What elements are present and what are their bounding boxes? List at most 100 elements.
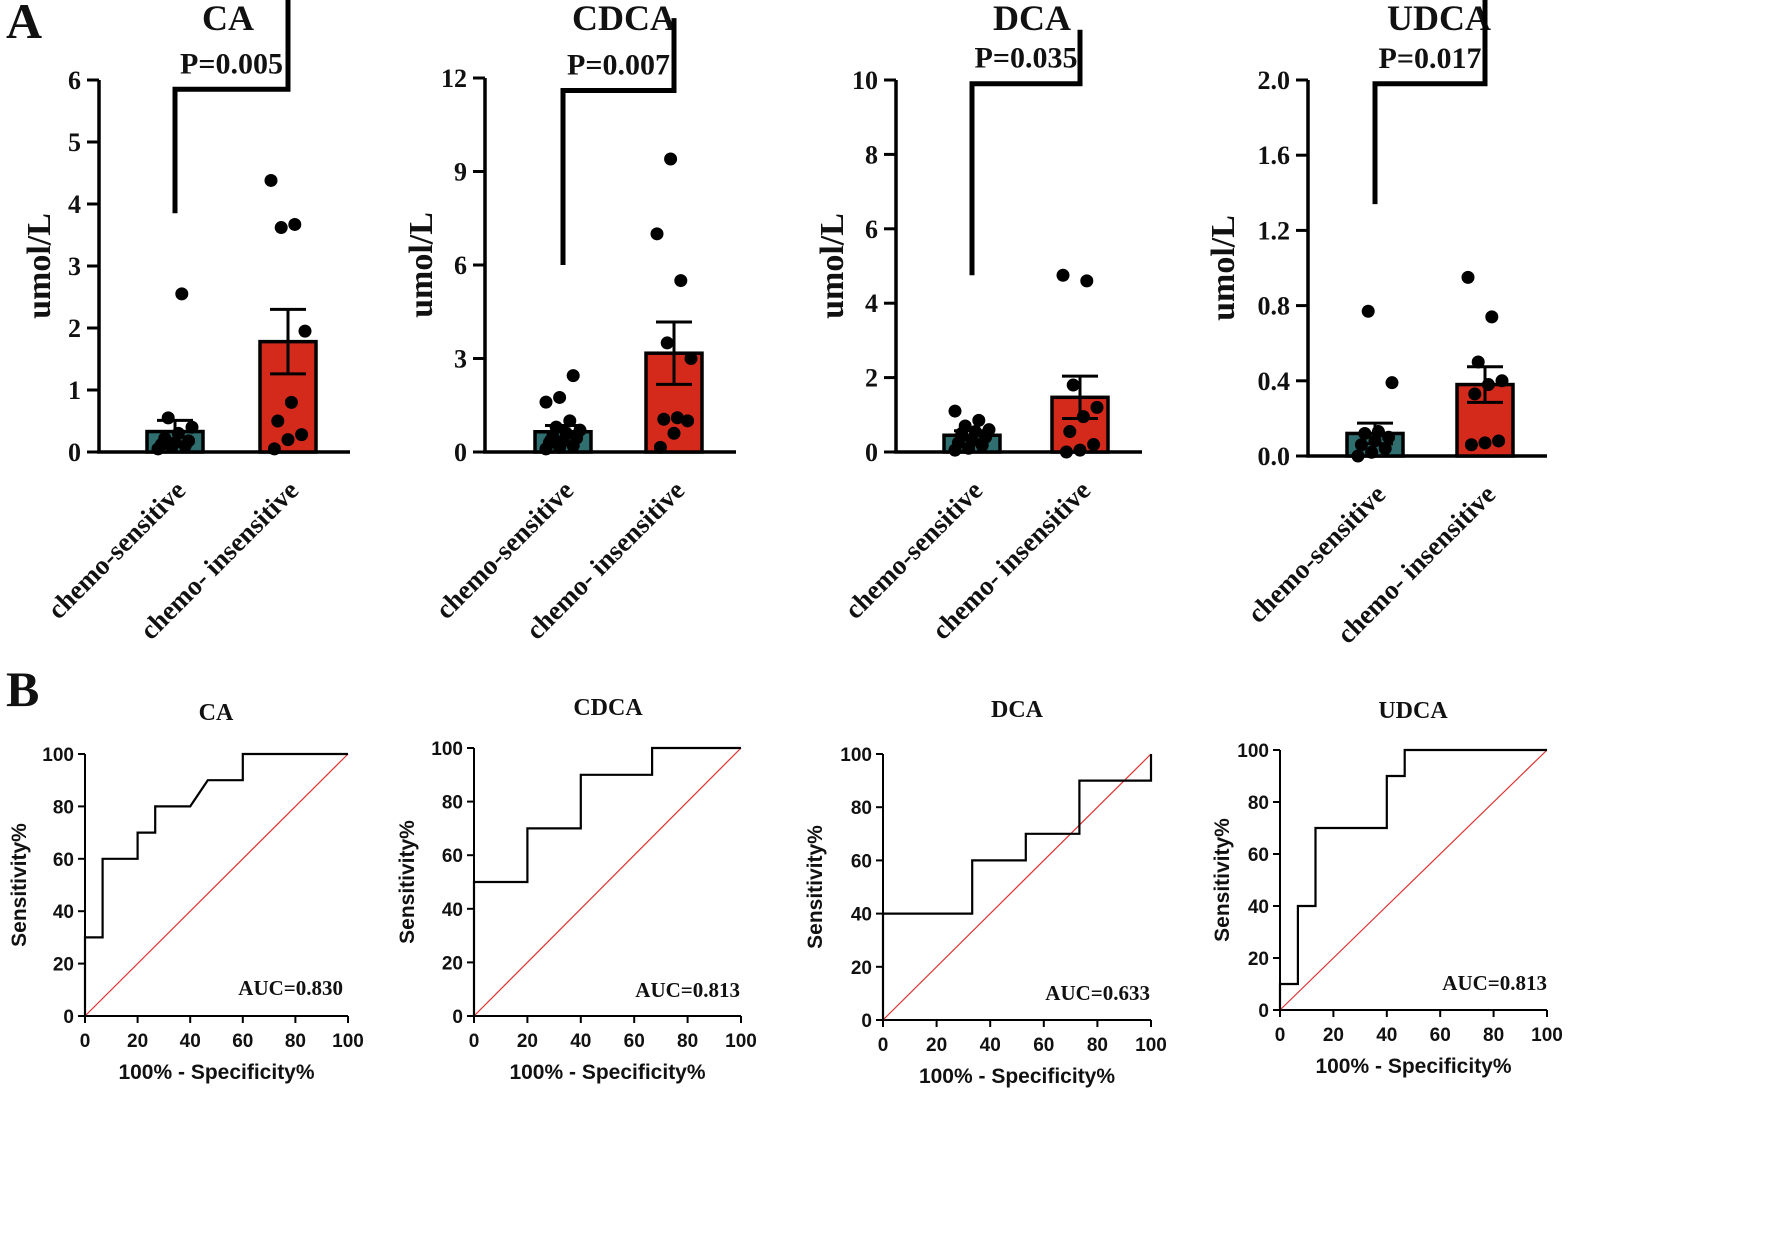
data-point <box>1076 410 1090 424</box>
y-tick-label: 100 <box>431 739 463 760</box>
y-tick-label: 0.4 <box>1258 367 1291 396</box>
data-point <box>1090 400 1104 414</box>
data-point <box>670 411 684 425</box>
reference-diagonal <box>84 753 349 1017</box>
y-tick-label: 60 <box>851 851 872 872</box>
data-point <box>539 395 553 409</box>
data-point <box>264 173 278 187</box>
data-point <box>288 217 302 231</box>
data-point <box>650 227 664 241</box>
x-tick-label: 0 <box>469 1031 480 1052</box>
y-axis-label: Sensitivity% <box>804 825 827 949</box>
data-point <box>175 287 189 301</box>
x-tick-label: 20 <box>1323 1025 1344 1046</box>
x-tick-label: 80 <box>1483 1025 1504 1046</box>
y-tick-label: 0 <box>454 438 467 467</box>
significance-bracket <box>1372 0 1488 205</box>
chart-title: DCA <box>991 697 1044 723</box>
y-tick-label: 2 <box>68 314 81 343</box>
y-tick-label: 10 <box>852 66 878 95</box>
reference-diagonal <box>1279 749 1548 1011</box>
data-point <box>563 414 577 428</box>
y-tick-label: 0 <box>861 1011 872 1032</box>
data-point <box>684 352 698 365</box>
data-point <box>171 426 185 440</box>
data-point <box>281 433 295 447</box>
data-point <box>182 434 196 448</box>
roc-chart-cdca: CDCA 0 20 40 60 80 100 0 20 40 60 80 100 100% - Speci… <box>396 695 757 1084</box>
y-tick-label: 0 <box>63 1007 74 1028</box>
roc-chart-udca: UDCA 0 20 40 60 80 100 0 20 40 60 80 100 100% - Speci… <box>1211 698 1563 1078</box>
data-point <box>1461 270 1475 284</box>
x-tick-label: 80 <box>1087 1035 1108 1056</box>
chart-title: DCA <box>993 0 1071 38</box>
data-point <box>267 442 281 456</box>
data-point <box>284 395 298 409</box>
x-tick-label: 80 <box>677 1031 698 1052</box>
x-tick-label: 100 <box>1531 1025 1563 1046</box>
y-tick-label: 0 <box>452 1007 463 1028</box>
roc-curve <box>1278 748 1547 1010</box>
x-tick-label: 80 <box>285 1031 306 1052</box>
data-point <box>972 413 986 427</box>
chart-title: CDCA <box>573 695 643 721</box>
data-point <box>1351 449 1365 463</box>
panel-label-a: A <box>6 0 42 49</box>
data-point <box>553 390 567 404</box>
y-tick-label: 1.2 <box>1258 216 1291 245</box>
y-axis-label: umol/L <box>403 212 440 318</box>
x-tick-label: 60 <box>1033 1035 1054 1056</box>
y-tick-label: 100 <box>42 745 74 766</box>
data-point <box>674 274 688 288</box>
data-point <box>1358 426 1372 440</box>
panel-label-b: B <box>6 661 39 717</box>
y-tick-label: 40 <box>53 902 74 923</box>
data-point <box>657 412 671 426</box>
data-point <box>158 431 172 445</box>
y-tick-label: 20 <box>1248 949 1269 970</box>
bar-chart-udca: UDCAumol/L0.00.40.81.21.62.0chemo-sensit… <box>1205 0 1547 649</box>
data-point <box>549 420 563 434</box>
y-tick-label: 100 <box>840 745 872 766</box>
data-point <box>1478 436 1492 450</box>
data-point <box>161 411 175 425</box>
y-tick-label: 6 <box>68 66 81 95</box>
data-point <box>1382 430 1396 444</box>
x-tick-label: 20 <box>517 1031 538 1052</box>
y-tick-label: 3 <box>68 252 81 281</box>
y-tick-label: 60 <box>53 850 74 871</box>
p-value: P=0.005 <box>180 47 283 80</box>
y-axis-label: Sensitivity% <box>396 820 419 944</box>
data-point <box>1471 355 1485 369</box>
data-point <box>1378 441 1392 455</box>
y-tick-label: 80 <box>1248 793 1269 814</box>
roc-chart-ca: CA 0 20 40 60 80 100 0 20 40 60 80 100 100% - Specifi… <box>8 700 364 1084</box>
y-tick-label: 0 <box>1258 1001 1269 1022</box>
data-point <box>660 336 674 350</box>
y-tick-label: 80 <box>442 793 463 814</box>
x-tick-label: 100 <box>725 1031 757 1052</box>
chart-title: CDCA <box>572 0 676 38</box>
y-axis-label: umol/L <box>21 213 58 319</box>
auc-label: AUC=0.633 <box>1045 981 1150 1005</box>
x-tick-label: 60 <box>624 1031 645 1052</box>
x-tick-label: 100 <box>332 1031 364 1052</box>
y-tick-label: 3 <box>454 345 467 374</box>
x-tick-label: 60 <box>232 1031 253 1052</box>
data-point <box>559 426 573 440</box>
data-point <box>274 221 288 235</box>
y-tick-label: 2 <box>865 364 878 393</box>
y-tick-label: 80 <box>851 798 872 819</box>
significance-bracket <box>560 18 677 265</box>
data-point <box>566 369 580 383</box>
chart-title: CA <box>202 0 254 38</box>
reference-diagonal <box>473 747 742 1017</box>
x-tick-label: 40 <box>570 1031 591 1052</box>
y-tick-label: 6 <box>865 215 878 244</box>
data-point <box>667 426 681 440</box>
data-point <box>1087 438 1101 452</box>
y-tick-label: 60 <box>1248 845 1269 866</box>
x-axis-label: 100% - Specificity% <box>1315 1055 1511 1078</box>
auc-label: AUC=0.813 <box>635 978 740 1002</box>
data-point <box>1481 378 1495 392</box>
